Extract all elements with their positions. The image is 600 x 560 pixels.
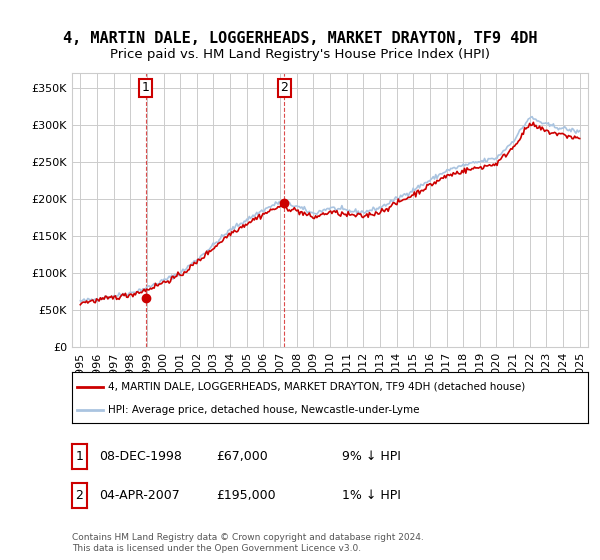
- Text: 08-DEC-1998: 08-DEC-1998: [99, 450, 182, 463]
- Text: 4, MARTIN DALE, LOGGERHEADS, MARKET DRAYTON, TF9 4DH (detached house): 4, MARTIN DALE, LOGGERHEADS, MARKET DRAY…: [108, 381, 526, 391]
- Text: £67,000: £67,000: [216, 450, 268, 463]
- Text: Contains HM Land Registry data © Crown copyright and database right 2024.
This d: Contains HM Land Registry data © Crown c…: [72, 533, 424, 553]
- Text: 1: 1: [76, 450, 83, 463]
- Text: 4, MARTIN DALE, LOGGERHEADS, MARKET DRAYTON, TF9 4DH: 4, MARTIN DALE, LOGGERHEADS, MARKET DRAY…: [63, 31, 537, 46]
- Text: 9% ↓ HPI: 9% ↓ HPI: [342, 450, 401, 463]
- Text: 1: 1: [142, 81, 149, 94]
- Text: HPI: Average price, detached house, Newcastle-under-Lyme: HPI: Average price, detached house, Newc…: [108, 405, 419, 415]
- Text: Price paid vs. HM Land Registry's House Price Index (HPI): Price paid vs. HM Land Registry's House …: [110, 48, 490, 60]
- Text: 04-APR-2007: 04-APR-2007: [99, 489, 180, 502]
- Text: 2: 2: [76, 489, 83, 502]
- Text: 2: 2: [280, 81, 288, 94]
- Text: 1% ↓ HPI: 1% ↓ HPI: [342, 489, 401, 502]
- Text: £195,000: £195,000: [216, 489, 275, 502]
